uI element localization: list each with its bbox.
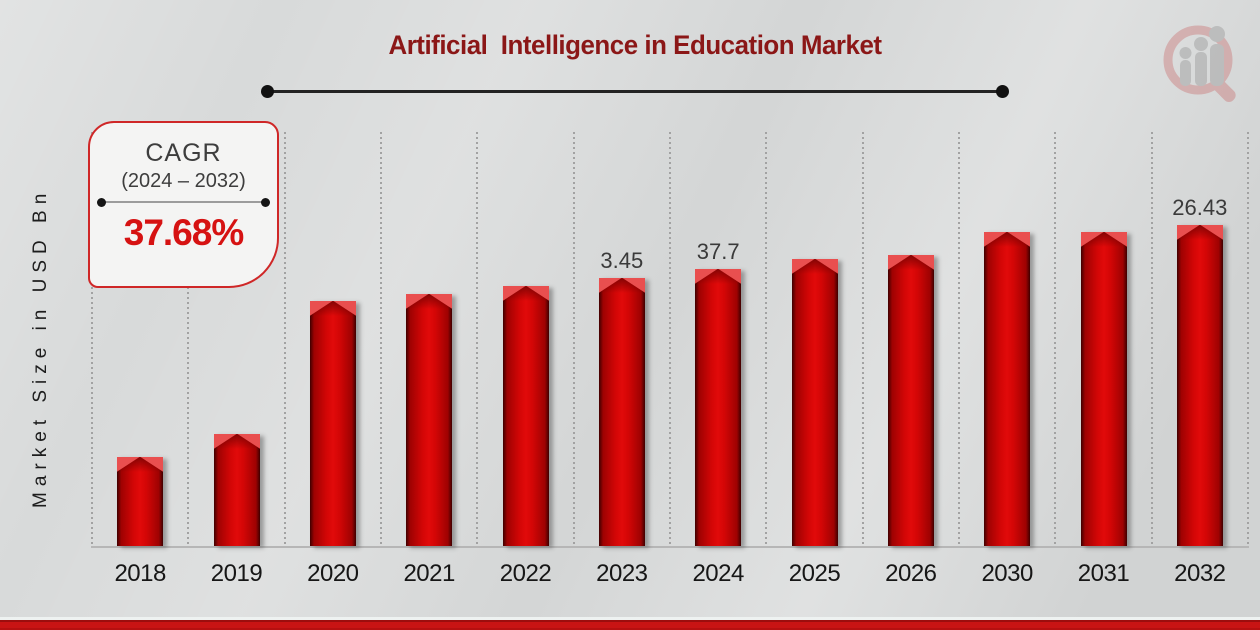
gridline	[91, 132, 93, 547]
footer-accent-strip	[0, 620, 1260, 630]
divider-endpoint-dot-right	[261, 198, 270, 207]
x-tick-2018: 2018	[114, 560, 166, 587]
x-tick-2032: 2032	[1174, 560, 1226, 587]
bar-top-bevel	[984, 232, 1031, 247]
cagr-label: CAGR	[145, 139, 222, 167]
bar-2030	[984, 232, 1031, 546]
value-label-2023: 3.45	[600, 248, 644, 273]
value-label-2024: 37.7	[696, 239, 740, 264]
bar-top-bevel	[406, 294, 453, 309]
divider-endpoint-dot-left	[97, 198, 106, 207]
bar-top-bevel	[598, 278, 645, 293]
bar-2023	[598, 278, 645, 546]
bar-2031	[1080, 232, 1127, 546]
x-tick-2024: 2024	[692, 560, 744, 587]
x-tick-2030: 2030	[981, 560, 1033, 587]
x-tick-2021: 2021	[403, 560, 455, 587]
gridline	[283, 132, 286, 547]
bar-2032	[1176, 225, 1223, 546]
gridline	[380, 132, 382, 547]
gridline	[861, 132, 864, 547]
bar-2020	[309, 301, 356, 546]
gridline	[1150, 132, 1153, 547]
bar-top-bevel	[502, 286, 549, 301]
bar-2024	[695, 269, 742, 546]
bar-2018	[117, 457, 164, 546]
cagr-period: (2024 – 2032)	[121, 170, 246, 192]
bar-top-bevel	[791, 259, 838, 274]
gridline	[476, 132, 479, 547]
x-axis-line	[91, 546, 1249, 548]
bar-2019	[213, 434, 260, 546]
bar-top-bevel	[887, 255, 934, 270]
x-tick-2026: 2026	[885, 560, 937, 587]
cagr-divider-rule	[97, 198, 270, 207]
gridline	[187, 132, 190, 547]
bar-top-bevel	[117, 457, 164, 472]
gridline	[1054, 132, 1057, 547]
gridline	[1247, 132, 1249, 547]
x-tick-2025: 2025	[788, 560, 841, 587]
bar-2022	[502, 286, 549, 546]
footer-divider-line	[0, 617, 1260, 620]
bar-2026	[887, 255, 934, 546]
rule-endpoint-dot-left	[261, 85, 274, 98]
title-underline-rule	[261, 85, 1009, 98]
gridline	[958, 132, 960, 547]
value-label-2032: 26.43	[1172, 195, 1228, 220]
x-tick-2023: 2023	[596, 560, 648, 587]
cagr-callout: CAGR (2024 – 2032) 37.68%	[88, 121, 279, 288]
bar-top-bevel	[1080, 232, 1127, 247]
rule-endpoint-dot-right	[996, 85, 1009, 98]
bar-2021	[406, 294, 453, 546]
bar-2025	[791, 259, 838, 546]
bar-top-bevel	[1176, 225, 1223, 240]
bar-top-bevel	[213, 434, 260, 449]
bar-top-bevel	[309, 301, 356, 316]
x-tick-2031: 2031	[1077, 560, 1130, 587]
magnifier-growth-chart-logo-icon	[1163, 25, 1236, 102]
chart-title: Artificial Intelligence in Education Mar…	[388, 30, 882, 60]
gridline	[572, 132, 575, 547]
gridline	[765, 132, 768, 547]
x-tick-2019: 2019	[210, 560, 263, 587]
cagr-value: 37.68%	[123, 212, 245, 253]
x-tick-2020: 2020	[307, 560, 359, 587]
bar-top-bevel	[695, 269, 742, 284]
x-tick-2022: 2022	[499, 560, 552, 587]
gridline	[669, 132, 671, 547]
